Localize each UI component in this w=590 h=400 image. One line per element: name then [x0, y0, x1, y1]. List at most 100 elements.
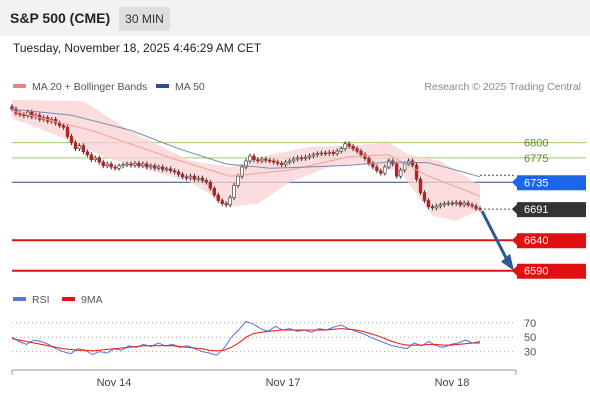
- candle: [85, 151, 90, 156]
- rsi-tick-label: 70: [524, 318, 536, 330]
- candle: [57, 122, 62, 126]
- time-tick-label: Nov 18: [435, 377, 470, 389]
- rsi-legend-label: RSI: [32, 294, 50, 306]
- candle: [137, 163, 141, 167]
- candle: [97, 157, 101, 163]
- ma20-line: [11, 110, 481, 197]
- candle: [279, 163, 284, 165]
- level-tag-pointer: [512, 235, 517, 246]
- candle: [434, 205, 439, 209]
- ma50-line: [11, 108, 481, 178]
- level-label-6775: 6775: [524, 153, 548, 165]
- candle: [478, 208, 482, 210]
- candle: [430, 206, 435, 209]
- level-label-6640: 6640: [524, 235, 548, 247]
- level-label-6590: 6590: [524, 266, 548, 278]
- candle: [93, 157, 97, 160]
- candle: [383, 166, 387, 174]
- candle: [176, 171, 181, 175]
- bollinger-bands: [12, 99, 480, 221]
- candle: [232, 185, 236, 198]
- candle: [61, 125, 66, 128]
- candle: [402, 163, 407, 171]
- level-tag-pointer: [512, 265, 517, 276]
- candle: [355, 148, 359, 152]
- candle: [375, 166, 379, 171]
- candle: [10, 106, 14, 110]
- rsi-series-9ma: [11, 328, 480, 352]
- report-datetime: Tuesday, November 18, 2025 4:46:29 AM CE…: [13, 41, 262, 55]
- candle: [109, 163, 113, 168]
- candle: [387, 160, 391, 168]
- candle: [196, 177, 201, 180]
- candle: [228, 197, 232, 206]
- candle: [422, 192, 427, 201]
- moving-averages: [11, 108, 514, 271]
- candle: [216, 194, 220, 201]
- candle: [418, 178, 423, 193]
- candle: [268, 160, 272, 162]
- level-tag-pointer: [512, 204, 517, 215]
- candle: [184, 176, 189, 179]
- projection-arrow-head: [501, 253, 514, 271]
- legend: MA 20 + Bollinger Bands MA 50 Research © 2…: [13, 81, 581, 93]
- candle: [153, 165, 157, 169]
- instrument-title: S&P 500 (CME): [10, 10, 111, 26]
- candle: [319, 152, 324, 155]
- candle: [252, 155, 256, 160]
- candle: [414, 164, 419, 180]
- time-axis: Nov 14 Nov 17 Nov 18: [11, 369, 517, 389]
- projection-arrow-shaft: [480, 210, 510, 263]
- candles: [10, 104, 482, 212]
- timeframe-button[interactable]: 30 MIN: [119, 7, 170, 31]
- time-tick-label: Nov 17: [266, 377, 301, 389]
- candle: [410, 160, 415, 166]
- credit-text: Research © 2025 Trading Central: [424, 81, 581, 93]
- candle: [172, 170, 177, 173]
- rsi-legend-swatch: [62, 297, 75, 301]
- candle: [192, 175, 197, 180]
- candle: [264, 158, 268, 161]
- candle: [335, 150, 339, 154]
- rsi-panel: RSI 9MA 70 50 30: [11, 294, 536, 359]
- candle: [208, 181, 213, 189]
- candle: [359, 150, 363, 156]
- level-tags: 6800 6775 6735 6691 6640 6590: [512, 138, 586, 279]
- candle: [149, 165, 153, 168]
- candle: [256, 159, 260, 162]
- candle: [145, 163, 149, 168]
- bollinger-band-area: [12, 99, 480, 221]
- rsi-tick-label: 50: [524, 332, 536, 344]
- candle: [121, 164, 125, 167]
- candle: [474, 205, 478, 209]
- legend-swatch: [13, 84, 26, 88]
- candle: [200, 177, 205, 181]
- candle: [339, 148, 343, 152]
- candle: [220, 200, 224, 204]
- candle: [101, 161, 105, 167]
- candle: [236, 175, 240, 186]
- candle: [157, 166, 161, 169]
- rsi-tick-label: 30: [524, 347, 536, 359]
- candle: [30, 111, 34, 118]
- level-label-6735: 6735: [524, 177, 548, 189]
- level-tag-6691: [517, 202, 586, 218]
- candle: [351, 145, 355, 150]
- candle: [327, 152, 331, 154]
- candle: [291, 158, 296, 162]
- candle: [442, 203, 447, 206]
- candle: [295, 157, 300, 160]
- candle: [81, 145, 86, 153]
- candle: [323, 152, 328, 155]
- level-label-6691: 6691: [524, 204, 548, 216]
- candle: [470, 204, 474, 207]
- candle: [363, 154, 367, 159]
- candle: [379, 170, 383, 174]
- candle: [303, 156, 308, 159]
- time-tick-label: Nov 14: [97, 377, 132, 389]
- candle: [77, 145, 82, 150]
- candle: [212, 188, 216, 196]
- candle: [426, 200, 431, 207]
- legend-label: MA 20 + Bollinger Bands: [32, 81, 147, 93]
- candle: [260, 158, 264, 162]
